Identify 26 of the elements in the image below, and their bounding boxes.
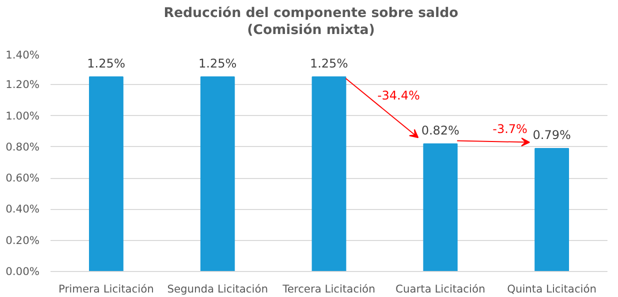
y-tick-label: 0.00%: [6, 265, 40, 278]
chart-title: Reducción del componente sobre saldo (Comisión mixta): [164, 5, 458, 40]
y-tick-label: 0.20%: [6, 234, 40, 247]
bar: [534, 148, 570, 272]
data-label: 0.82%: [421, 123, 460, 138]
x-tick-label: Cuarta Licitación: [396, 282, 486, 296]
y-tick-label: 1.20%: [6, 78, 40, 92]
bar: [423, 143, 458, 272]
bar: [88, 76, 124, 272]
data-label: 1.25%: [87, 56, 126, 70]
y-tick-label: 1.40%: [6, 48, 40, 62]
y-tick-label: 0.80%: [6, 140, 40, 154]
bar: [200, 76, 235, 272]
y-tick-label: 0.40%: [6, 202, 40, 216]
y-tick-label: 1.00%: [6, 109, 40, 122]
x-tick-label: Quinta Licitación: [507, 282, 597, 296]
data-label: 0.79%: [532, 128, 571, 142]
annotation: -3.7%: [492, 122, 528, 136]
data-label: 1.25%: [310, 56, 348, 70]
x-tick-label: Segunda Licitación: [167, 282, 268, 296]
data-label: 1.25%: [198, 56, 237, 70]
x-tick-label: Primera Licitación: [58, 282, 154, 296]
annotation: -34.4%: [377, 88, 420, 103]
bar: [312, 76, 346, 272]
x-tick-label: Tercera Licitación: [282, 282, 376, 296]
y-tick-label: 0.60%: [6, 172, 40, 185]
